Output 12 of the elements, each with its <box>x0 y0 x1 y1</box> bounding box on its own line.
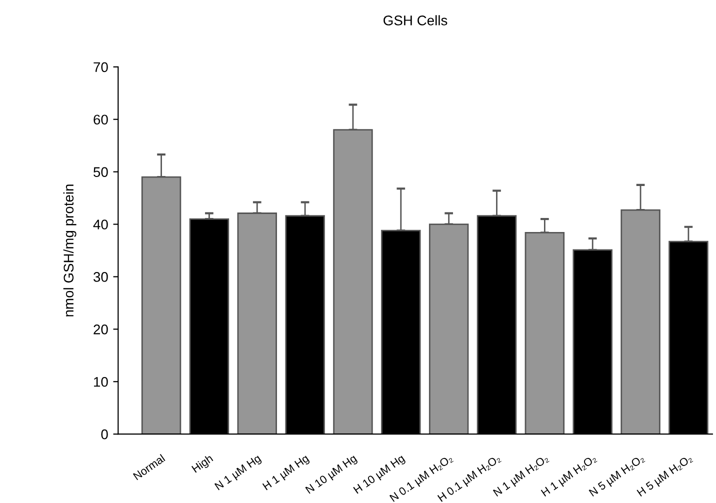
y-tick-label: 30 <box>94 272 108 282</box>
y-tick-label: 50 <box>94 167 108 177</box>
chart-title: GSH Cells <box>384 15 448 26</box>
y-tick-label: 70 <box>94 62 108 72</box>
x-tick-label: High <box>191 454 215 475</box>
y-tick-label: 10 <box>94 376 108 387</box>
y-tick-label: 60 <box>94 114 108 125</box>
y-tick-label: 40 <box>93 220 108 230</box>
x-tick-label: N 1 µM Hg <box>214 454 262 492</box>
y-axis-title: nmol GSH/mg protein <box>63 184 76 316</box>
y-tick-label: 20 <box>94 324 108 334</box>
y-tick-label: 0 <box>101 429 108 440</box>
